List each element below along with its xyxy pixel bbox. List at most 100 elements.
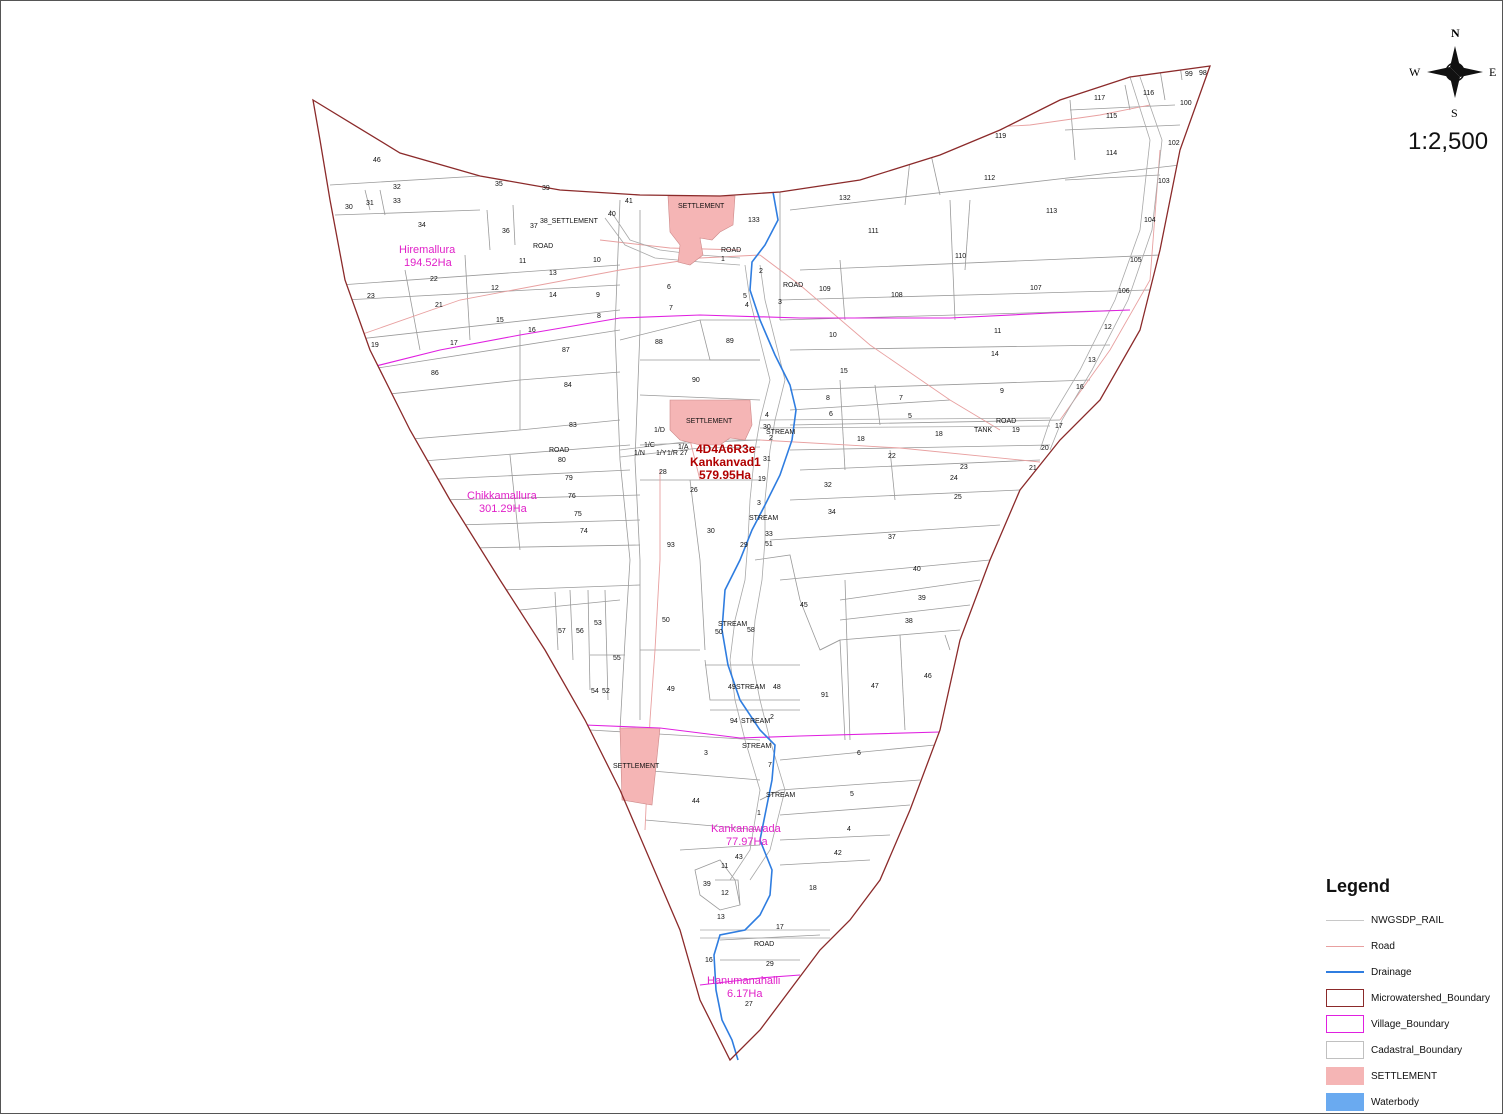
parcel-number: 38 (905, 618, 913, 625)
parcel-number: 47 (871, 683, 879, 690)
parcel-number: 16 (1076, 384, 1084, 391)
road-label: ROAD (549, 447, 569, 454)
parcel-number: 44 (692, 798, 700, 805)
parcel-number: 54 (591, 688, 599, 695)
parcel-number: 36 (502, 228, 510, 235)
parcel-number: 31 (763, 456, 771, 463)
settlement-central[interactable] (669, 399, 753, 446)
parcel-number: 18 (857, 436, 865, 443)
legend-title: Legend (1326, 876, 1391, 896)
parcel-number: 43 (735, 854, 743, 861)
parcel-number: 12 (721, 890, 729, 897)
parcel-number: 28 (659, 469, 667, 476)
road-label: ROAD (721, 247, 741, 254)
parcel-number: 90 (692, 377, 700, 384)
parcel-number: 1 (757, 810, 761, 817)
parcel-number: 49 (667, 686, 675, 693)
compass-rose-icon: N S E W (1409, 26, 1496, 120)
village-area-kankanawada: 77.97Ha (726, 836, 768, 848)
parcel-number: 12 (1104, 324, 1112, 331)
parcel-number: 24 (950, 475, 958, 482)
parcel-number: 1/R (667, 450, 678, 457)
parcel-number: 27 (680, 450, 688, 457)
legend-item-cadastral: Cadastral_Boundary (1326, 1037, 1504, 1063)
parcel-number: 83 (569, 422, 577, 429)
village-area-hiremallura: 194.52Ha (404, 257, 453, 269)
village-area-chikkamallura: 301.29Ha (479, 503, 528, 515)
parcel-number: 45 (800, 602, 808, 609)
parcel-number: 30 (707, 528, 715, 535)
parcel-number: 35 (495, 181, 503, 188)
parcel-number: 2 (759, 268, 763, 275)
parcel-number: 57 (558, 628, 566, 635)
parcel-number: 15 (840, 368, 848, 375)
parcel-number: 102 (1168, 140, 1180, 147)
road-label: ROAD (533, 243, 553, 250)
parcel-number: 52 (602, 688, 610, 695)
parcel-number: 14 (991, 351, 999, 358)
legend-label: NWGSDP_RAIL (1371, 914, 1444, 926)
legend-label: Cadastral_Boundary (1371, 1044, 1463, 1056)
parcel-number: 8 (826, 395, 830, 402)
parcel-number: 79 (565, 475, 573, 482)
parcel-number: 7 (768, 762, 772, 769)
parcel-number: 2 (769, 435, 773, 442)
parcel-number: 30 (763, 424, 771, 431)
parcel-number: 32 (824, 482, 832, 489)
settlements (619, 195, 753, 806)
parcel-number: 11 (519, 258, 526, 265)
parcel-number: 41 (625, 198, 633, 205)
parcel-number: 56 (576, 628, 584, 635)
road-label: ROAD (783, 282, 803, 289)
parcel-number: 115 (1106, 113, 1117, 120)
parcel-number: 50 (662, 617, 670, 624)
parcel-number: 46 (373, 157, 381, 164)
legend-label: Microwatershed_Boundary (1371, 992, 1490, 1004)
parcel-number: 117 (1094, 95, 1105, 102)
stream-label: STREAM (742, 743, 771, 750)
parcel-number: 113 (1046, 208, 1057, 215)
parcel-number: 84 (564, 382, 572, 389)
stream-label: STREAM (741, 718, 770, 725)
microwatershed-code: 4D4A6R3e (696, 442, 756, 456)
parcel-number: 27 (745, 1001, 753, 1008)
parcel-number: 114 (1106, 150, 1117, 157)
parcel-number: 18 (809, 885, 817, 892)
parcel-number: 46 (924, 673, 932, 680)
parcel-number: 104 (1144, 217, 1156, 224)
parcel-number: 32 (393, 184, 401, 191)
legend: Legend NWGSDP_RAIL Road Drainage Microwater… (1326, 876, 1504, 1115)
rail-swatch-icon (1326, 911, 1364, 929)
parcel-number: 93 (667, 542, 675, 549)
parcel-number: 9 (596, 292, 600, 299)
parcel-number: 132 (839, 195, 851, 202)
parcel-number: 99 (1185, 71, 1193, 78)
settlement-swatch-icon (1326, 1067, 1364, 1085)
parcel-number: 111 (868, 228, 879, 235)
drainage-swatch-icon (1326, 963, 1364, 981)
parcel-number: 105 (1130, 257, 1142, 264)
parcel-number: 37 (530, 223, 538, 230)
parcel-number: 3 (704, 750, 708, 757)
parcel-number: 98 (1199, 70, 1207, 77)
parcel-number: 100 (1180, 100, 1192, 107)
parcel-number: 5 (908, 413, 912, 420)
legend-item-village: Village_Boundary (1326, 1011, 1504, 1037)
parcel-number: 18 (935, 431, 943, 438)
stream-label: STREAM (736, 684, 765, 691)
settlement-label: SETTLEMENT (613, 763, 660, 770)
parcel-number: 11 (721, 863, 728, 870)
parcel-number: 1/C (644, 442, 655, 449)
parcel-number: 1/D (654, 427, 665, 434)
parcel-number: 42 (834, 850, 842, 857)
parcel-number: 31 (366, 200, 374, 207)
parcel-number: 74 (580, 528, 588, 535)
settlement-north[interactable] (667, 195, 736, 266)
parcel-number: 39 (703, 881, 711, 888)
parcel-number: 33 (765, 531, 773, 538)
village-name-hanumanahalli: Hanumanahalli (707, 975, 780, 987)
tank-label: TANK (974, 427, 992, 434)
